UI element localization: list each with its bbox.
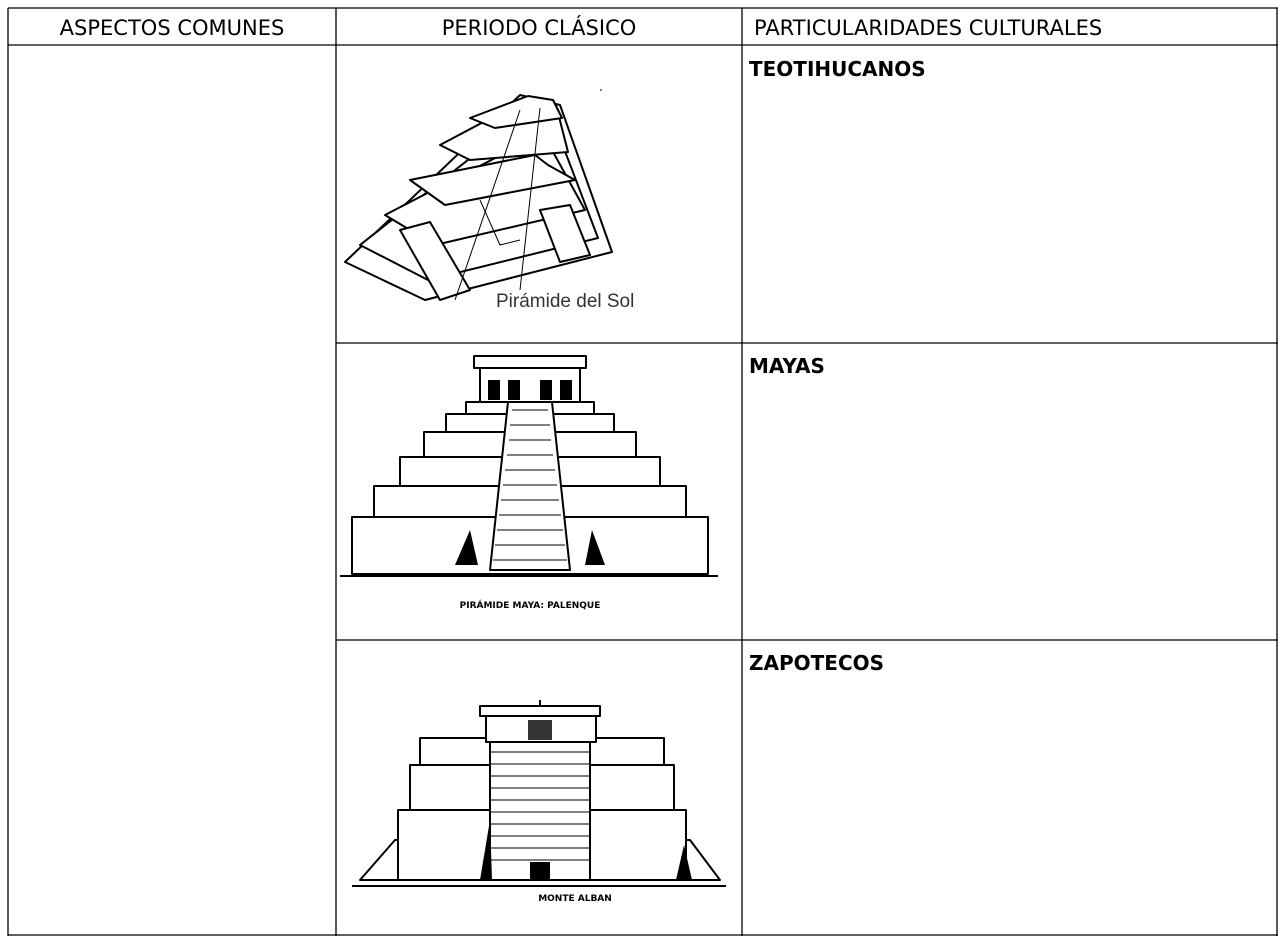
culture-name: ZAPOTECOS [749,651,884,675]
image-caption: PIRÁMIDE MAYA: PALENQUE [460,599,601,611]
table-grid [7,7,1278,936]
culture-name: TEOTIHUCANOS [749,57,926,81]
pyramid-monte-alban-illustration [352,700,726,887]
culture-name: MAYAS [749,354,825,378]
pyramid-palenque-illustration [340,355,718,577]
image-caption: Pirámide del Sol [496,291,634,312]
header-cell: PERIODO CLÁSICO [442,15,637,40]
image-caption: MONTE ALBAN [538,894,612,904]
pyramid-sun-illustration [344,89,613,301]
header-cell: PARTICULARIDADES CULTURALES [754,16,1102,40]
header-cell: ASPECTOS COMUNES [60,16,285,40]
